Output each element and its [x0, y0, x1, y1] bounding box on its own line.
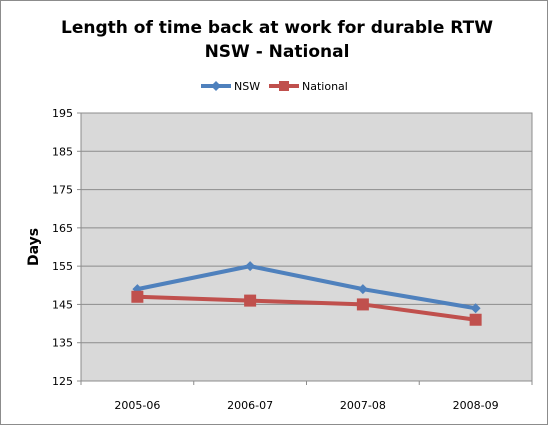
legend-marker-national	[279, 81, 289, 91]
chart-subtitle: NSW - National	[205, 42, 350, 62]
point-nsw-2006-07	[245, 261, 256, 272]
y-tick-label-145: 145	[52, 298, 73, 311]
point-nsw-2007-08	[357, 284, 368, 295]
series-line-national	[137, 294, 476, 322]
point-national-2006-07	[244, 294, 257, 307]
point-national-2007-08	[356, 298, 369, 311]
x-tick-label-2005-06: 2005-06	[114, 399, 160, 412]
plot-area	[80, 112, 533, 382]
y-tick-label-135: 135	[52, 337, 73, 350]
point-national-2005-06	[131, 290, 144, 303]
y-tick-label-125: 125	[52, 375, 73, 388]
y-axis-label: Days	[26, 228, 42, 266]
y-tick-label-175: 175	[52, 184, 73, 197]
legend-label-nsw: NSW	[234, 80, 260, 93]
y-tick-label-165: 165	[52, 222, 73, 235]
y-tick-label-155: 155	[52, 260, 73, 273]
series-markers	[131, 261, 482, 326]
x-tick-label-2008-09: 2008-09	[453, 399, 499, 412]
series-line-nsw	[136, 264, 476, 311]
legend-marker-nsw	[211, 81, 221, 91]
legend-label-national: National	[302, 80, 348, 93]
point-nsw-2008-09	[470, 303, 481, 314]
legend-item-nsw: NSW	[201, 80, 260, 93]
legend: NSW National	[201, 80, 348, 93]
x-axis-ticks: 2005-06 2006-07 2007-08 2008-09	[80, 381, 533, 412]
y-tick-label-195: 195	[52, 107, 73, 120]
y-tick-label-185: 185	[52, 145, 73, 158]
chart-title: Length of time back at work for durable …	[61, 18, 493, 38]
legend-item-national: National	[269, 80, 348, 93]
x-tick-label-2006-07: 2006-07	[227, 399, 273, 412]
series-lines	[136, 264, 476, 322]
gridlines	[81, 150, 532, 344]
point-national-2008-09	[469, 313, 482, 326]
x-tick-label-2007-08: 2007-08	[340, 399, 386, 412]
y-axis-ticks: 125 135 145 155 165 175 185 195	[52, 107, 81, 388]
